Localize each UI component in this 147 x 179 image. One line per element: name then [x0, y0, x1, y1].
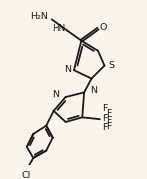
Text: F: F [106, 109, 112, 118]
Text: Cl: Cl [21, 171, 31, 179]
Text: N: N [91, 86, 98, 95]
Text: F: F [106, 122, 112, 131]
Text: F
F
F: F F F [102, 104, 107, 132]
Text: HN: HN [52, 24, 66, 33]
Text: S: S [108, 61, 114, 70]
Text: N: N [64, 65, 71, 74]
Text: N: N [52, 90, 59, 99]
Text: F: F [106, 116, 112, 125]
Text: H₂N: H₂N [30, 12, 48, 21]
Text: O: O [100, 23, 107, 32]
